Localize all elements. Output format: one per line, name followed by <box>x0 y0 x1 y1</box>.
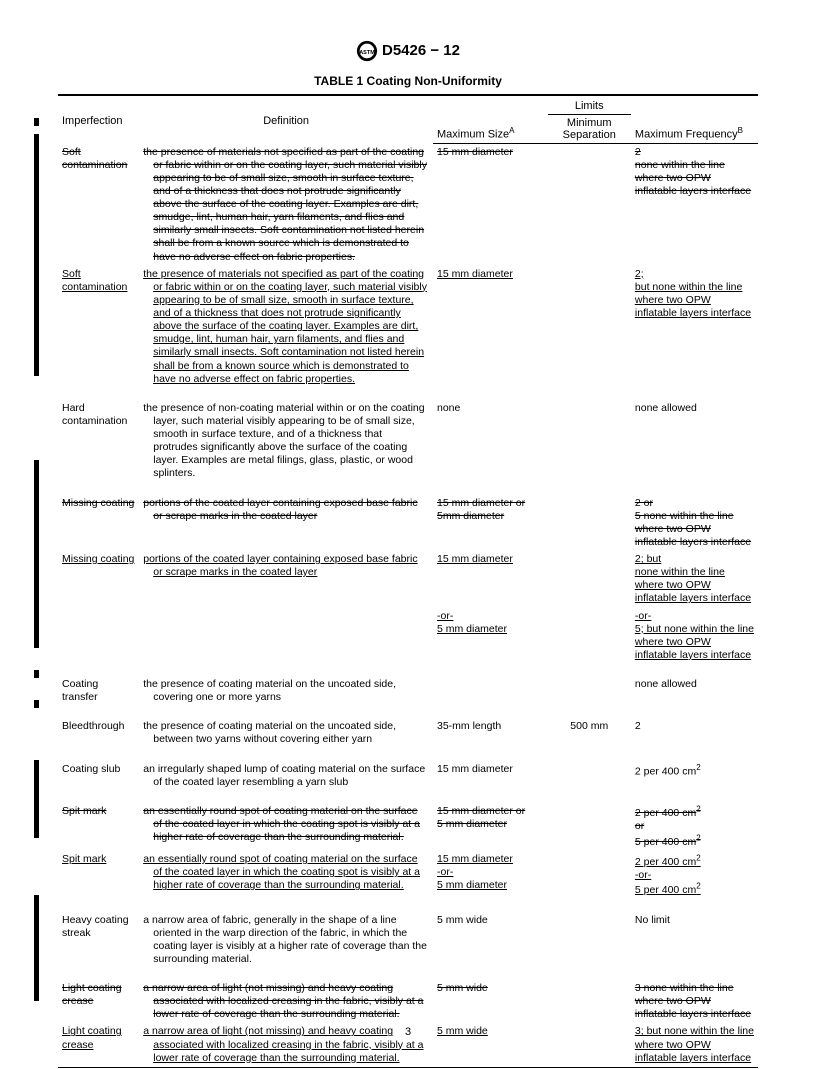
table-cell: 2;but none within the line where two OPW… <box>631 266 758 388</box>
table-cell: none allowed <box>631 400 758 483</box>
table-cell <box>548 912 631 969</box>
table-cell: an essentially round spot of coating mat… <box>139 851 433 899</box>
table-cell: portions of the coated layer containing … <box>139 495 433 552</box>
table-cell: 15 mm diameter <box>433 761 548 791</box>
table-cell: the presence of coating material on the … <box>139 718 433 748</box>
change-bar <box>34 760 39 838</box>
table-cell: 15 mm diameter or 5mm diameter <box>433 495 548 552</box>
table-cell: Light coating crease <box>58 980 139 1023</box>
col-imperfection: Imperfection <box>58 98 139 144</box>
table-cell: 2 per 400 cm2 <box>631 761 758 791</box>
table-cell: Bleedthrough <box>58 718 139 748</box>
table-cell <box>548 761 631 791</box>
table-cell: 2 <box>631 718 758 748</box>
table-cell: Missing coating <box>58 495 139 552</box>
change-bar <box>34 134 39 376</box>
table-cell <box>548 400 631 483</box>
table-cell: Spit mark <box>58 803 139 851</box>
table-cell: Coating transfer <box>58 676 139 706</box>
table-cell: Soft contamination <box>58 266 139 388</box>
doc-id: D5426 − 12 <box>382 42 460 59</box>
table-cell: a narrow area of light (not missing) and… <box>139 980 433 1023</box>
table-cell: none allowed <box>631 676 758 706</box>
col-min-sep: Minimum Separation <box>548 115 631 144</box>
table-cell: Spit mark <box>58 851 139 899</box>
table-cell: 2 per 400 cm2-or-5 per 400 cm2 <box>631 851 758 899</box>
table-cell: 35-mm length <box>433 718 548 748</box>
table-cell: 2 per 400 cm2or5 per 400 cm2 <box>631 803 758 851</box>
table-cell: an essentially round spot of coating mat… <box>139 803 433 851</box>
table-cell: 15 mm diameter <box>433 551 548 608</box>
change-bar <box>34 460 39 648</box>
table-cell <box>548 551 631 608</box>
table-cell <box>139 608 433 665</box>
col-max-size: Maximum SizeA <box>433 115 548 144</box>
table-cell <box>58 608 139 665</box>
table-cell: 15 mm diameter <box>433 266 548 388</box>
table-cell: No limit <box>631 912 758 969</box>
table-cell: 500 mm <box>548 718 631 748</box>
page-number: 3 <box>0 1026 816 1038</box>
table-cell: -or-5 mm diameter <box>433 608 548 665</box>
table-cell: Coating slub <box>58 761 139 791</box>
col-max-freq: Maximum FrequencyB <box>631 115 758 144</box>
table-cell: none <box>433 400 548 483</box>
table-cell: 3 none within the line where two OPW inf… <box>631 980 758 1023</box>
col-limits: Limits <box>548 98 631 115</box>
document-header: ASTM D5426 − 12 <box>58 40 758 62</box>
table-cell <box>433 676 548 706</box>
table-cell: Hard contamination <box>58 400 139 483</box>
table-cell <box>548 266 631 388</box>
table-cell <box>548 980 631 1023</box>
table-cell: 2none within the line where two OPW infl… <box>631 144 758 266</box>
table-cell: 15 mm diameter-or-5 mm diameter <box>433 851 548 899</box>
table-cell: the presence of coating material on the … <box>139 676 433 706</box>
table-cell: Missing coating <box>58 551 139 608</box>
table-cell <box>548 144 631 266</box>
table-cell: an irregularly shaped lump of coating ma… <box>139 761 433 791</box>
col-definition: Definition <box>139 98 433 144</box>
table-cell: 15 mm diameter <box>433 144 548 266</box>
table-cell: 2 or5 none within the line where two OPW… <box>631 495 758 552</box>
table-cell <box>548 803 631 851</box>
table-cell: 5 mm wide <box>433 980 548 1023</box>
table-cell: the presence of materials not specified … <box>139 266 433 388</box>
coating-table: Imperfection Definition Limits Maximum S… <box>58 94 758 1069</box>
table-cell: Heavy coating streak <box>58 912 139 969</box>
table-cell <box>548 608 631 665</box>
change-bar <box>34 700 39 708</box>
table-cell <box>548 851 631 899</box>
table-cell <box>548 676 631 706</box>
astm-logo: ASTM <box>356 40 378 62</box>
table-cell: 2; butnone within the line where two OPW… <box>631 551 758 608</box>
change-bar <box>34 895 39 1001</box>
table-cell: Soft contamination <box>58 144 139 266</box>
table-cell: a narrow area of fabric, generally in th… <box>139 912 433 969</box>
change-bar <box>34 670 39 678</box>
table-cell: the presence of materials not specified … <box>139 144 433 266</box>
table-cell: portions of the coated layer containing … <box>139 551 433 608</box>
table-cell: 5 mm wide <box>433 912 548 969</box>
table-cell: the presence of non-coating material wit… <box>139 400 433 483</box>
table-cell: -or-5; but none within the line where tw… <box>631 608 758 665</box>
svg-text:ASTM: ASTM <box>359 50 375 56</box>
change-bar <box>34 118 39 126</box>
table-title: TABLE 1 Coating Non-Uniformity <box>58 74 758 88</box>
table-cell <box>548 495 631 552</box>
table-cell: 15 mm diameter or5 mm diameter <box>433 803 548 851</box>
